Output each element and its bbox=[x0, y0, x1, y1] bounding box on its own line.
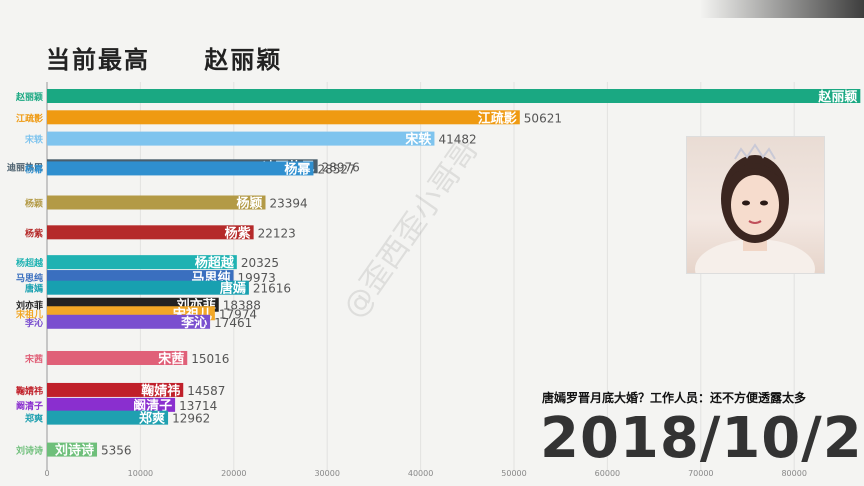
news-headline: 唐嫣罗晋月底大婚？工作人员：还不方便透露太多 bbox=[542, 391, 807, 405]
category-label: 宋祖儿 bbox=[15, 308, 43, 320]
value-label: 14587 bbox=[187, 384, 225, 398]
bar-name-label: 宋轶 bbox=[404, 132, 431, 148]
category-label: 杨颖 bbox=[25, 198, 43, 210]
value-label: 18388 bbox=[223, 299, 261, 313]
category-label: 杨紫 bbox=[25, 227, 43, 239]
value-label: 15016 bbox=[191, 352, 229, 366]
bar bbox=[47, 225, 254, 240]
bar bbox=[47, 442, 98, 457]
bar-name-label: 杨颖 bbox=[236, 196, 262, 212]
current-top-label: 当前最高 bbox=[46, 46, 150, 74]
x-tick-label: 30000 bbox=[314, 469, 339, 478]
current-leader-name: 赵丽颖 bbox=[204, 46, 283, 74]
x-tick-label: 50000 bbox=[501, 469, 526, 478]
category-label: 宋茜 bbox=[24, 353, 43, 365]
category-label: 迪丽热巴 bbox=[7, 161, 43, 173]
bar bbox=[47, 270, 234, 285]
bar bbox=[47, 195, 266, 210]
chart-header: 当前最高 赵丽颖 bbox=[46, 40, 282, 75]
category-label: 马思纯 bbox=[16, 272, 43, 284]
category-label: 赵丽颖 bbox=[15, 91, 43, 103]
bar-name-label: 唐嫣 bbox=[220, 281, 246, 297]
category-label: 鞠婧祎 bbox=[16, 385, 43, 397]
bar-name-label: 宋茜 bbox=[157, 351, 184, 367]
value-label: 28527 bbox=[317, 162, 355, 176]
bar bbox=[47, 255, 237, 270]
value-label: 28976 bbox=[322, 160, 360, 174]
x-tick-label: 40000 bbox=[408, 469, 433, 478]
value-label: 22123 bbox=[258, 226, 296, 240]
bar bbox=[47, 382, 184, 397]
bar-name-label: 阚清子 bbox=[133, 398, 172, 414]
x-tick-label: 70000 bbox=[688, 469, 713, 478]
bar bbox=[47, 397, 176, 412]
bar-name-label: 李沁 bbox=[180, 315, 207, 331]
value-label: 50621 bbox=[524, 111, 562, 125]
bar-name-label: 郑爽 bbox=[139, 411, 165, 427]
bar-name-label: 江疏影 bbox=[478, 110, 517, 126]
value-label: 13714 bbox=[179, 399, 217, 413]
bar-name-label: 赵丽颖 bbox=[817, 89, 857, 105]
bar bbox=[47, 314, 211, 329]
category-label: 杨超越 bbox=[16, 257, 44, 269]
x-tick-label: 0 bbox=[44, 469, 49, 478]
category-label: 刘诗诗 bbox=[16, 445, 43, 457]
value-label: 23394 bbox=[269, 197, 307, 211]
category-label: 郑爽 bbox=[25, 413, 43, 425]
current-date: 2018/10/23 bbox=[540, 406, 864, 471]
value-label: 21616 bbox=[253, 282, 291, 296]
category-label: 刘亦菲 bbox=[16, 300, 43, 312]
bar-name-label: 鞠婧祎 bbox=[141, 383, 180, 399]
category-label: 唐嫣 bbox=[25, 283, 43, 295]
value-label: 41482 bbox=[438, 133, 476, 147]
category-label: 李沁 bbox=[24, 317, 43, 329]
category-label: 宋轶 bbox=[24, 134, 44, 146]
value-label: 5356 bbox=[101, 444, 132, 458]
bar-name-label: 杨超越 bbox=[195, 255, 235, 271]
video-corner-shade bbox=[700, 0, 864, 18]
bar bbox=[47, 280, 249, 295]
bar bbox=[47, 110, 520, 125]
bar bbox=[47, 410, 169, 425]
bar bbox=[47, 161, 314, 176]
leader-portrait bbox=[686, 136, 825, 274]
portrait-illustration bbox=[695, 143, 815, 273]
value-label: 12962 bbox=[172, 412, 210, 426]
x-tick-label: 20000 bbox=[221, 469, 246, 478]
category-label: 杨幂 bbox=[25, 163, 44, 175]
bar bbox=[47, 131, 435, 146]
x-tick-label: 80000 bbox=[781, 469, 806, 478]
x-tick-label: 10000 bbox=[128, 469, 153, 478]
bar-name-label: 杨幂 bbox=[284, 161, 311, 177]
x-tick-label: 60000 bbox=[595, 469, 620, 478]
bar-name-label: 杨紫 bbox=[225, 225, 251, 241]
bar bbox=[47, 350, 188, 365]
category-label: 阚清子 bbox=[16, 400, 43, 412]
value-label: 17461 bbox=[214, 316, 252, 330]
value-label: 20325 bbox=[241, 256, 279, 270]
bar-name-label: 刘诗诗 bbox=[55, 443, 94, 459]
category-label: 江疏影 bbox=[16, 112, 43, 124]
value-label: 17974 bbox=[219, 307, 257, 321]
bar bbox=[47, 89, 861, 103]
